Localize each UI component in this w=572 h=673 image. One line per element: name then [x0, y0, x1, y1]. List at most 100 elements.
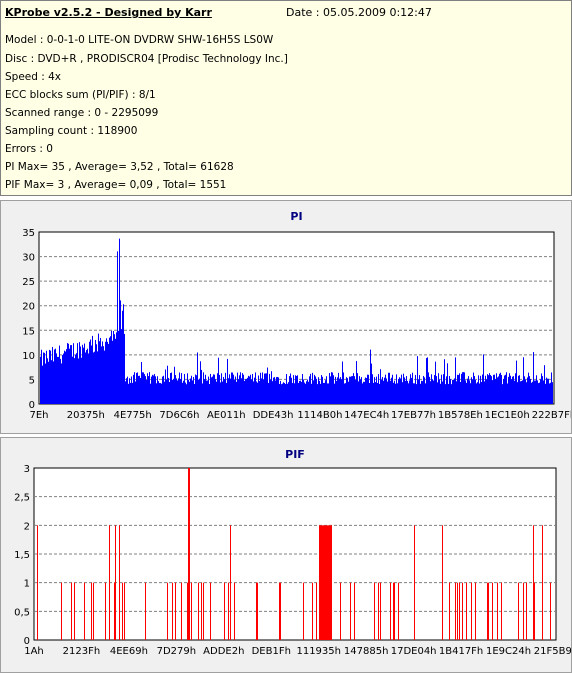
data-bar: [361, 377, 362, 404]
data-bar: [239, 375, 240, 404]
data-bar: [388, 372, 389, 404]
data-bar: [62, 355, 63, 404]
data-bar: [223, 377, 224, 404]
chart-title: PI: [290, 210, 302, 223]
data-bar: [97, 351, 98, 404]
y-tick-label: 2: [24, 521, 30, 532]
data-bar: [510, 375, 511, 404]
data-bar: [534, 582, 535, 640]
data-bar: [106, 338, 107, 404]
data-bar: [534, 380, 535, 404]
data-bar: [136, 372, 137, 404]
data-bar: [107, 341, 108, 404]
data-bar: [269, 373, 270, 404]
data-bar: [497, 377, 498, 404]
data-bar: [452, 379, 453, 404]
data-bar: [372, 374, 373, 404]
data-bar: [234, 379, 235, 404]
data-bar: [165, 369, 166, 404]
data-bar: [482, 374, 483, 404]
data-bar: [476, 383, 477, 404]
data-bar: [115, 338, 116, 404]
data-bar: [548, 378, 549, 404]
data-bar: [256, 582, 257, 640]
data-bar: [119, 238, 120, 404]
data-bar: [284, 382, 285, 404]
data-bar: [125, 381, 126, 404]
data-bar: [485, 375, 486, 404]
data-bar: [511, 379, 512, 404]
y-tick-label: 3: [24, 464, 30, 475]
data-bar: [331, 372, 332, 404]
y-tick-label: 2,5: [14, 493, 30, 504]
data-bar: [80, 346, 81, 404]
data-bar: [529, 376, 530, 404]
data-bar: [392, 374, 393, 404]
data-bar: [324, 525, 325, 640]
data-bar: [389, 372, 390, 404]
data-bar: [432, 379, 433, 404]
data-bar: [44, 352, 45, 404]
data-bar: [365, 377, 366, 404]
data-bar: [417, 356, 418, 404]
data-bar: [179, 372, 180, 404]
data-bar: [189, 381, 190, 404]
data-bar: [512, 376, 513, 404]
data-bar: [67, 343, 68, 404]
data-bar: [412, 372, 413, 404]
data-bar: [325, 525, 326, 640]
pi-chart-panel: PI 0 5 10 15 20 25 30 35 7Eh 20375h 4E775h 7D6C6h AE0…: [0, 200, 572, 434]
data-bar: [540, 379, 541, 404]
data-bar: [526, 582, 527, 640]
data-bar: [350, 376, 351, 404]
data-bar: [87, 348, 88, 404]
data-bar: [105, 341, 106, 404]
data-bar: [280, 582, 281, 640]
data-bar: [398, 582, 399, 640]
data-bar: [444, 359, 445, 404]
data-bar: [188, 379, 189, 404]
data-bar: [55, 348, 56, 404]
data-bar: [90, 339, 91, 404]
data-bar: [381, 379, 382, 404]
data-bar: [356, 361, 357, 404]
data-bar: [293, 375, 294, 404]
data-bar: [448, 383, 449, 404]
data-bar: [440, 383, 441, 404]
data-bar: [249, 376, 250, 404]
data-bar: [252, 374, 253, 404]
data-bar: [181, 373, 182, 404]
data-bar: [68, 343, 69, 404]
data-bar: [423, 375, 424, 404]
y-tick-label: 1,5: [14, 550, 30, 561]
data-bar: [462, 372, 463, 404]
data-bar: [86, 350, 87, 404]
data-bar: [233, 374, 234, 404]
data-bar: [523, 357, 524, 404]
data-bar: [343, 372, 344, 404]
data-bar: [306, 381, 307, 404]
data-bar: [132, 382, 133, 404]
data-bar: [122, 582, 123, 640]
data-bar: [526, 382, 527, 404]
data-bar: [418, 379, 419, 404]
data-bar: [390, 380, 391, 404]
data-bar: [544, 365, 545, 404]
data-bar: [336, 380, 337, 404]
data-bar: [483, 354, 484, 404]
data-bar: [334, 383, 335, 404]
data-bar: [138, 375, 139, 404]
data-bar: [282, 383, 283, 404]
data-bar: [194, 383, 195, 404]
data-bar: [123, 304, 124, 404]
x-tick-label: 1B578Eh: [438, 410, 483, 421]
data-bar: [303, 582, 304, 640]
data-bar: [424, 377, 425, 404]
data-bar: [466, 382, 467, 404]
data-bar: [279, 383, 280, 404]
data-bar: [384, 377, 385, 404]
data-bar: [310, 373, 311, 404]
data-bar: [376, 376, 377, 404]
data-bar: [281, 384, 282, 404]
data-bar: [477, 382, 478, 404]
